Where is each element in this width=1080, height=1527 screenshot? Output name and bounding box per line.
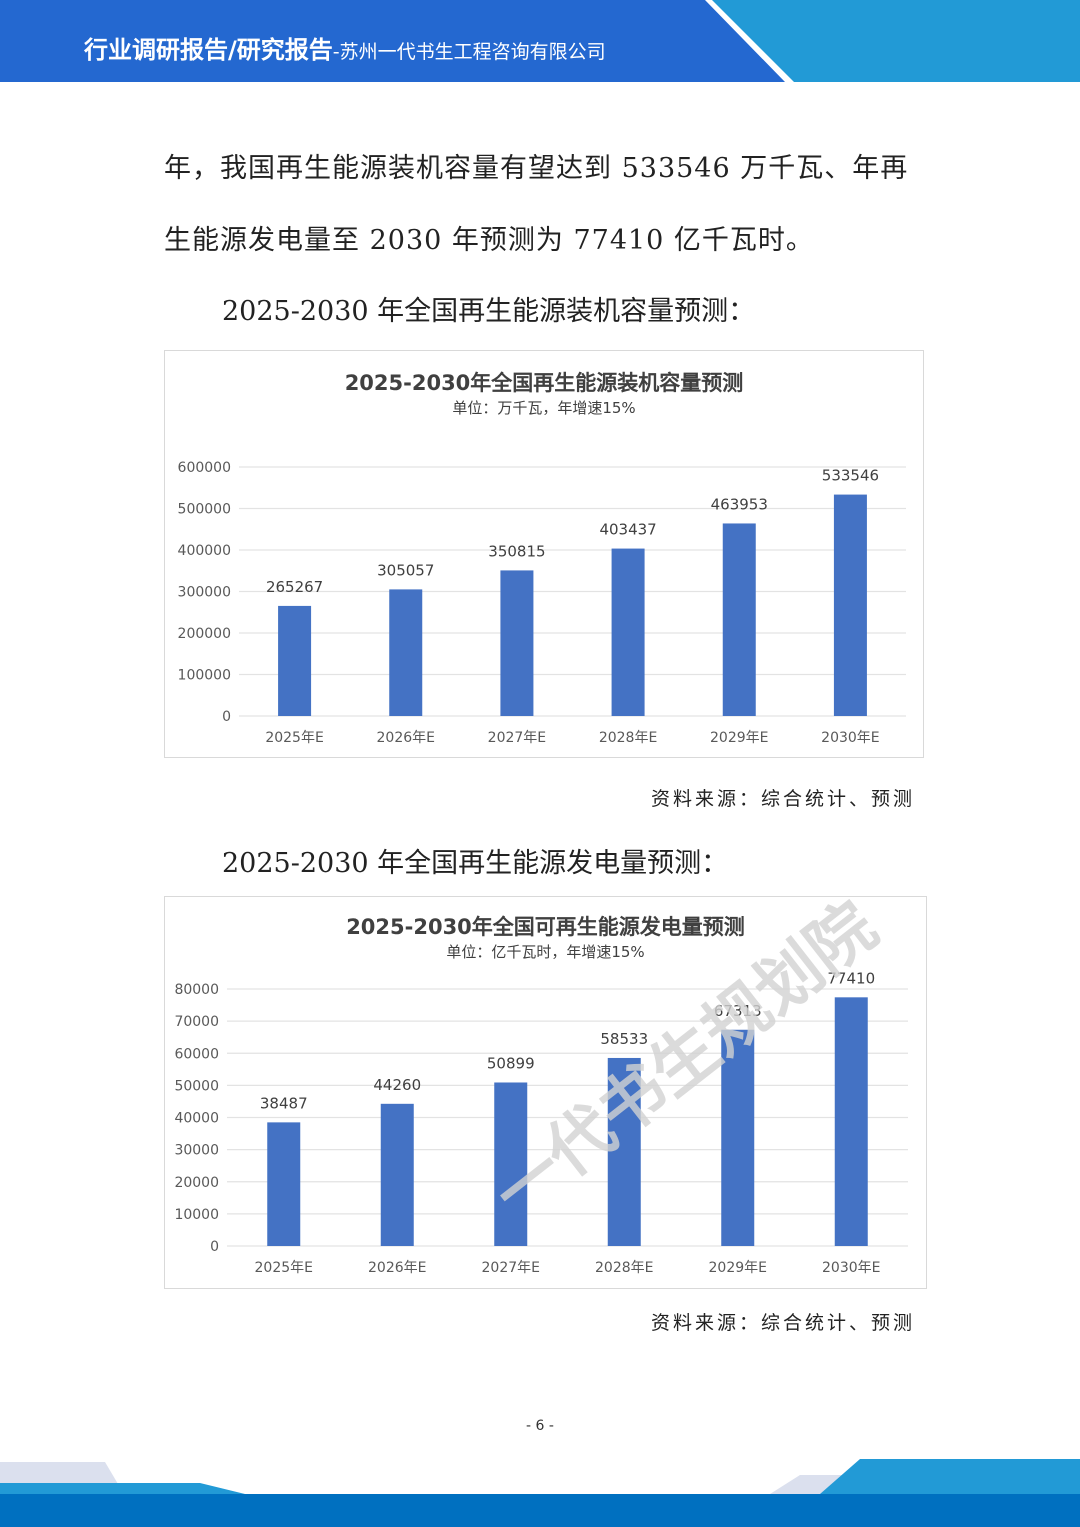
y-tick-label: 500000 <box>178 502 231 518</box>
capacity-chart: 2025-2030年全国再生能源装机容量预测 单位：万千瓦，年增速15% 0 10… <box>164 350 924 758</box>
footer-banner <box>0 1459 1080 1527</box>
x-tick-label: 2025年E <box>255 1260 313 1276</box>
y-tick-label: 50000 <box>174 1078 219 1094</box>
bar <box>607 1057 641 1246</box>
y-tick-label: 0 <box>222 709 231 725</box>
data-label: 350815 <box>488 542 545 560</box>
bar <box>267 1122 301 1246</box>
x-tick-label: 2026年E <box>368 1260 426 1276</box>
data-label: 44260 <box>373 1076 421 1094</box>
y-tick-label: 70000 <box>174 1014 219 1030</box>
y-tick-label: 200000 <box>178 626 231 642</box>
bar <box>611 548 645 716</box>
chart1-plot: 0 100000 200000 300000 400000 500000 600000 265… <box>178 460 906 746</box>
header-title-main: 行业调研报告/研究报告 <box>84 36 333 64</box>
bar <box>721 1029 755 1246</box>
chart2-caption: 2025-2030 年全国再生能源发电量预测： <box>222 848 729 879</box>
data-label: 58533 <box>600 1030 648 1048</box>
chart2-source: 资料来源：综合统计、预测 <box>650 1312 915 1334</box>
chart2-title: 2025-2030年全国可再生能源发电量预测 <box>346 915 745 939</box>
y-tick-label: 100000 <box>178 668 231 684</box>
chart2-plot: 0 10000 20000 30000 40000 50000 60000 70000 8000… <box>174 969 908 1276</box>
bar <box>833 494 867 716</box>
data-label: 305057 <box>377 561 434 579</box>
y-tick-label: 30000 <box>174 1143 219 1159</box>
data-label: 67313 <box>714 1002 762 1020</box>
page-footer <box>0 1450 1080 1527</box>
y-tick-label: 60000 <box>174 1046 219 1062</box>
page-header: 行业调研报告/研究报告-苏州一代书生工程咨询有限公司 <box>0 0 1080 82</box>
header-title: 行业调研报告/研究报告-苏州一代书生工程咨询有限公司 <box>84 30 606 65</box>
data-label: 533546 <box>822 467 879 485</box>
x-tick-label: 2030年E <box>821 730 879 746</box>
chart1-source: 资料来源：综合统计、预测 <box>650 788 915 810</box>
y-tick-label: 40000 <box>174 1111 219 1127</box>
page-number: - 6 - <box>526 1418 554 1434</box>
bar <box>389 589 423 716</box>
x-tick-label: 2029年E <box>710 730 768 746</box>
bar <box>278 605 312 716</box>
paragraph-line-1: 年，我国再生能源装机容量有望达到 533546 万千瓦、年再 <box>164 153 909 184</box>
bar <box>380 1103 414 1246</box>
chart1-title: 2025-2030年全国再生能源装机容量预测 <box>344 371 744 395</box>
y-tick-label: 20000 <box>174 1175 219 1191</box>
x-tick-label: 2027年E <box>488 730 546 746</box>
y-tick-label: 400000 <box>178 543 231 559</box>
bar <box>500 570 534 716</box>
data-label: 77410 <box>827 969 875 987</box>
chart2-subtitle: 单位：亿千瓦时，年增速15% <box>446 943 645 961</box>
paragraph-line-2: 生能源发电量至 2030 年预测为 77410 亿千瓦时。 <box>164 225 814 256</box>
y-tick-label: 10000 <box>174 1207 219 1223</box>
x-tick-label: 2026年E <box>377 730 435 746</box>
header-title-company: -苏州一代书生工程咨询有限公司 <box>332 41 606 63</box>
bar <box>834 997 868 1246</box>
x-tick-label: 2027年E <box>482 1260 540 1276</box>
x-tick-label: 2028年E <box>599 730 657 746</box>
data-label: 265267 <box>266 578 323 596</box>
x-tick-label: 2030年E <box>822 1260 880 1276</box>
data-label: 50899 <box>487 1054 535 1072</box>
chart1-subtitle: 单位：万千瓦，年增速15% <box>452 399 636 417</box>
bar <box>494 1082 528 1246</box>
bar <box>722 523 756 716</box>
y-tick-label: 600000 <box>178 460 231 476</box>
x-tick-label: 2025年E <box>265 730 323 746</box>
data-label: 403437 <box>599 521 656 539</box>
generation-chart: 2025-2030年全国可再生能源发电量预测 单位：亿千瓦时，年增速15% 0 1… <box>164 896 927 1289</box>
y-tick-label: 300000 <box>178 585 231 601</box>
chart1-caption: 2025-2030 年全国再生能源装机容量预测： <box>222 296 756 327</box>
x-tick-label: 2029年E <box>709 1260 767 1276</box>
y-tick-label: 0 <box>210 1239 219 1255</box>
y-tick-label: 80000 <box>174 982 219 998</box>
header-banner <box>0 0 1080 82</box>
data-label: 38487 <box>260 1094 308 1112</box>
data-label: 463953 <box>711 495 768 513</box>
x-tick-label: 2028年E <box>595 1260 653 1276</box>
